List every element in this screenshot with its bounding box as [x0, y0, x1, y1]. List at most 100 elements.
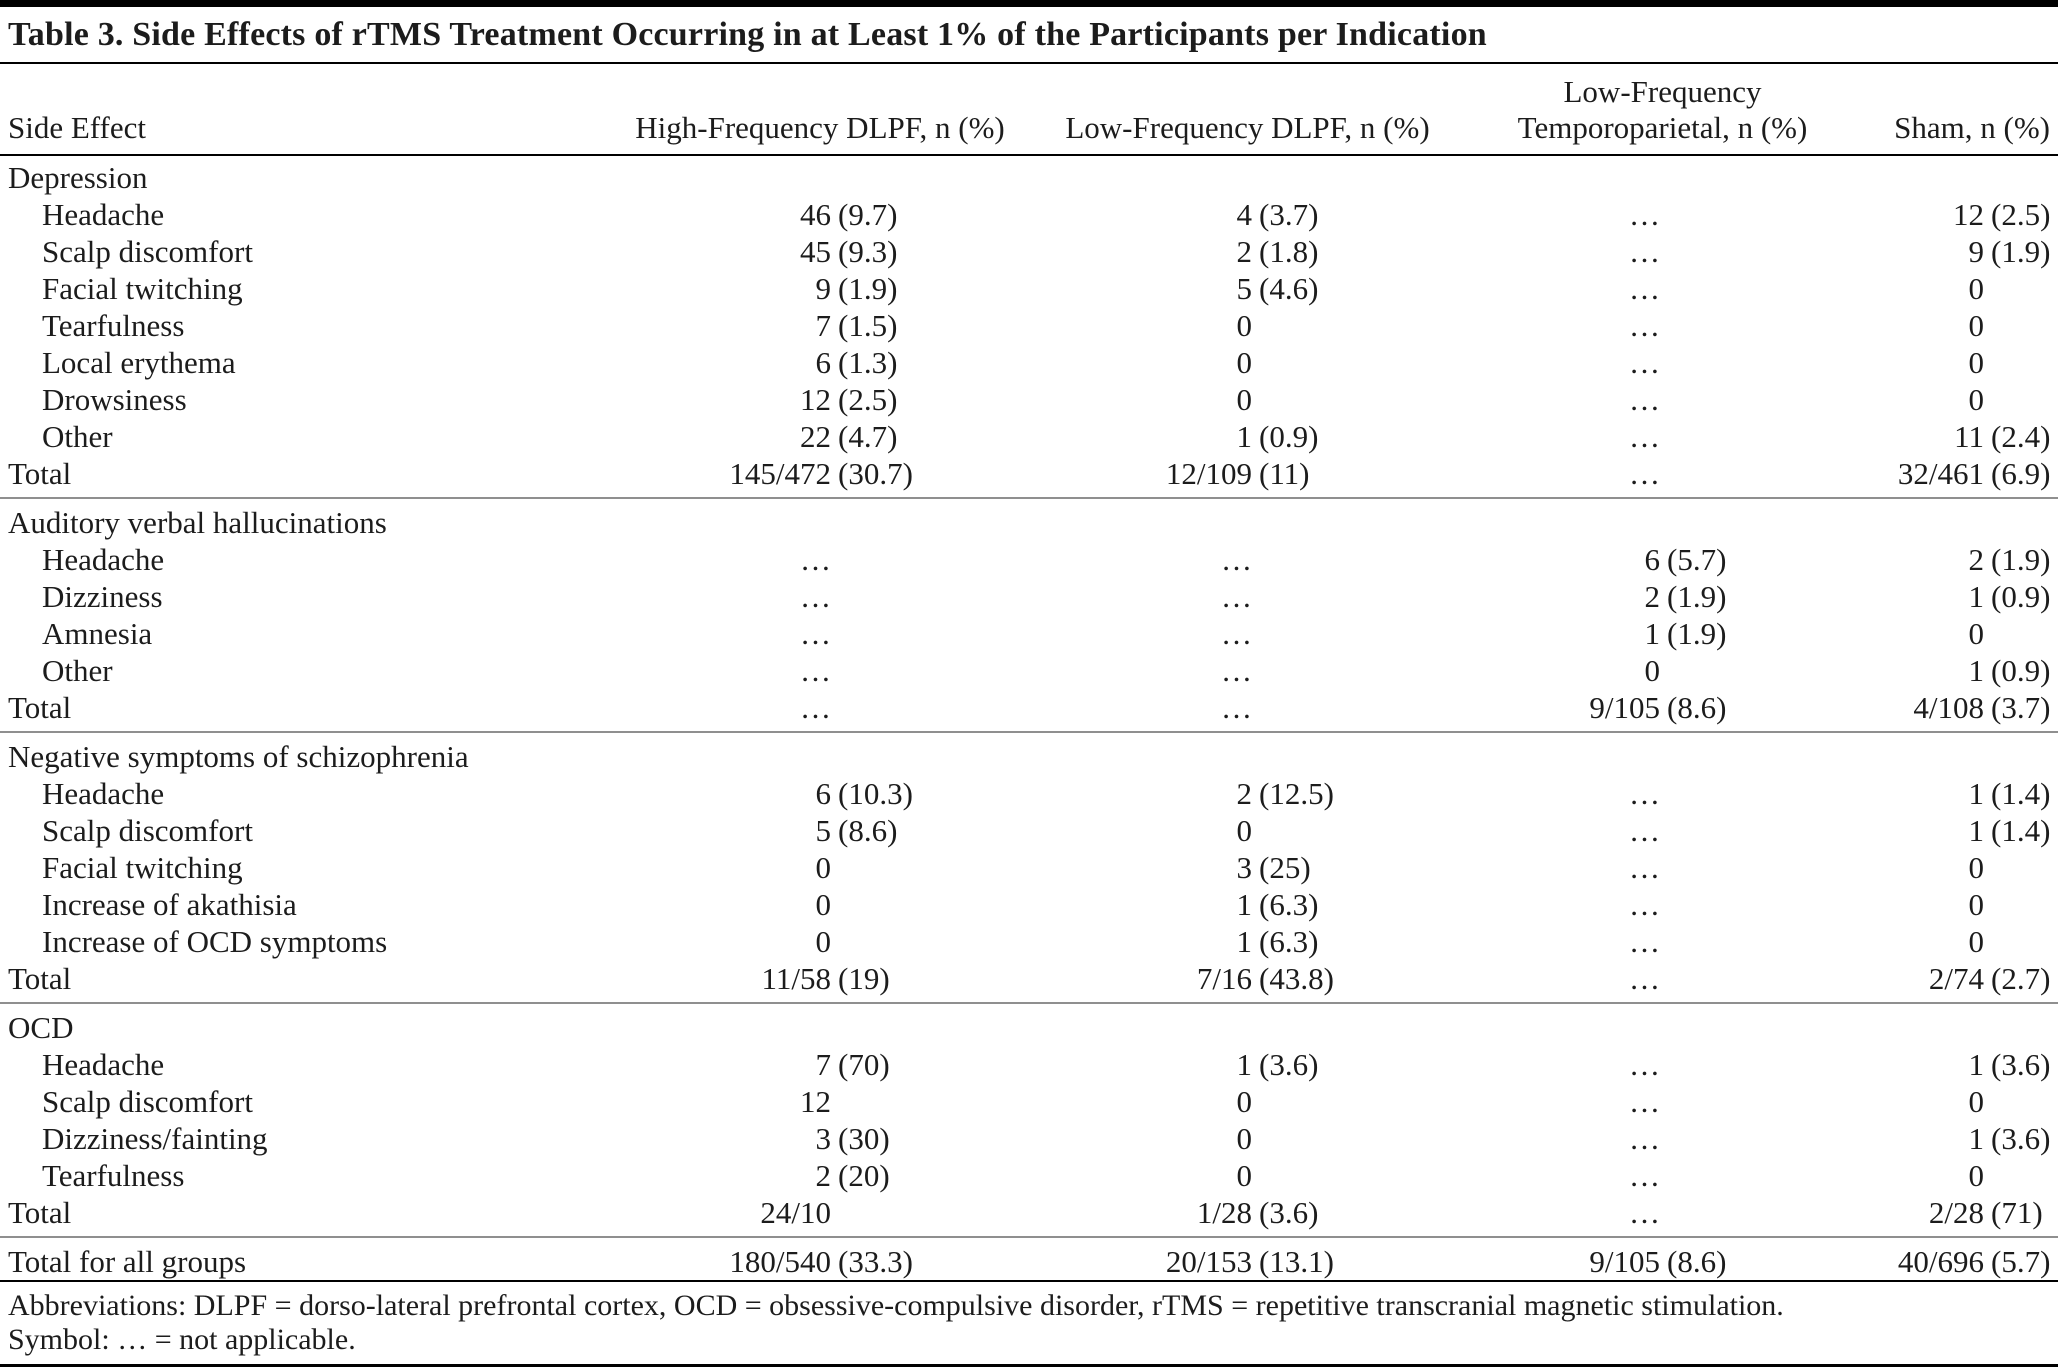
cell-count: 0	[1236, 1158, 1253, 1193]
table-cell: 180/540 (33.3)	[505, 1243, 923, 1280]
table-cell: 0	[923, 381, 1338, 418]
cell-percent: (11)	[1259, 456, 1310, 491]
section-divider-rule	[0, 1002, 2058, 1004]
table-cell: …	[1338, 1046, 1750, 1083]
col-header-high-frequency-dlpf: High-Frequency DLPF, n (%)	[635, 110, 1005, 145]
cell-percent: (3.6)	[1991, 1047, 2051, 1082]
table-cell: 12	[505, 1083, 923, 1120]
cell-percent: (6.3)	[1259, 887, 1319, 922]
table-cell: 0	[923, 307, 1338, 344]
section-divider-rule	[0, 731, 2058, 733]
table-cell: 9/105 (8.6)	[1338, 689, 1750, 726]
cell-count: 0	[1968, 1084, 1985, 1119]
cell-count: 1	[1968, 813, 1985, 848]
table-cell: 2 (20)	[505, 1157, 923, 1194]
section-total-row: Total…… 9/105 (8.6) 4/108 (3.7)	[0, 689, 2058, 726]
cell-count: 1	[1236, 419, 1253, 454]
cell-percent	[1252, 381, 1338, 418]
cell-count: 0	[1968, 345, 1985, 380]
footnote-abbreviations: Abbreviations: DLPF = dorso-lateral pref…	[8, 1289, 1784, 1322]
table-cell: …	[1338, 1194, 1750, 1231]
cell-percent: (6.9)	[1991, 456, 2051, 491]
table-cell: …	[1338, 196, 1750, 233]
col-header-side-effect: Side Effect	[8, 110, 147, 145]
cell-count: 0	[1236, 382, 1253, 417]
row-label: Scalp discomfort	[42, 234, 253, 269]
row-label: Total	[8, 690, 72, 725]
cell-percent: (1.8)	[1259, 234, 1319, 269]
cell-percent	[831, 886, 923, 923]
table-row: Scalp discomfort 45 (9.3) 2 (1.8)… 9 (1.9)	[0, 233, 2058, 270]
column-header-row: Side Effect High-Frequency DLPF, n (%) L…	[0, 64, 2058, 154]
table-cell: 0	[923, 1120, 1338, 1157]
table-cell: …	[1338, 344, 1750, 381]
cell-percent: (2.7)	[1991, 961, 2051, 996]
cell-percent: (2.5)	[838, 382, 898, 417]
cell-count: 0	[1968, 382, 1985, 417]
table-cell: 1 (3.6)	[1750, 1120, 2051, 1157]
cell-percent: (9.7)	[838, 197, 898, 232]
cell-count: …	[1629, 1158, 1660, 1193]
cell-percent: (4.7)	[838, 419, 898, 454]
header-rule	[0, 154, 2058, 156]
table-cell: 2 (1.8)	[923, 233, 1338, 270]
cell-percent	[1660, 344, 1750, 381]
cell-percent	[1660, 1194, 1750, 1231]
table-cell: 9 (1.9)	[505, 270, 923, 307]
row-label: Tearfulness	[42, 1158, 185, 1193]
row-label: Total	[8, 961, 72, 996]
cell-percent	[1252, 812, 1338, 849]
table-row: Scalp discomfort 12 0 … 0	[0, 1083, 2058, 1120]
cell-count: …	[800, 690, 831, 725]
cell-percent: (5.7)	[1667, 542, 1727, 577]
col-header-temporoparietal-line2: Temporoparietal, n (%)	[1517, 110, 1808, 145]
cell-count: …	[1629, 1084, 1660, 1119]
section-header-row: Depression	[8, 160, 148, 195]
section-header-row: OCD	[8, 1010, 74, 1045]
table-row: Dizziness…… 2 (1.9) 1 (0.9)	[0, 578, 2058, 615]
cell-percent: (2.5)	[1991, 197, 2051, 232]
section-total-row: Total 24/10 1/28 (3.6) … 2/28 (71)	[0, 1194, 2058, 1231]
col-header-low-frequency-temporoparietal: Low-Frequency Temporoparietal, n (%)	[1455, 74, 1870, 146]
cell-count: 7	[815, 1047, 832, 1082]
table-cell: 5 (4.6)	[923, 270, 1338, 307]
cell-count: 0	[1968, 1158, 1985, 1193]
cell-count: 1	[1968, 653, 1985, 688]
table-row: Other … … 0 1 (0.9)	[0, 652, 2058, 689]
table-cell: 0	[1750, 270, 2050, 307]
cell-count: 12/109	[1165, 456, 1252, 491]
table-cell: 0	[1750, 615, 2050, 652]
cell-count: 24/10	[760, 1195, 831, 1230]
cell-percent	[1660, 1157, 1750, 1194]
table-cell: 0	[923, 1083, 1338, 1120]
cell-percent: (12.5)	[1259, 776, 1334, 811]
table-cell: …	[1338, 923, 1750, 960]
table-cell: 2 (12.5)	[923, 775, 1338, 812]
row-label: Other	[42, 419, 113, 454]
table-cell: 0	[1750, 307, 2050, 344]
cell-count: 1	[1236, 1047, 1253, 1082]
table-cell: 11 (2.4)	[1750, 418, 2050, 455]
cell-count: 0	[1236, 813, 1253, 848]
cell-count: …	[1629, 776, 1660, 811]
row-label: Total	[8, 456, 72, 491]
cell-percent: (9.3)	[838, 234, 898, 269]
cell-count: 7	[815, 308, 832, 343]
table-title: Table 3. Side Effects of rTMS Treatment …	[8, 16, 1487, 53]
table-cell: 1 (3.6)	[923, 1046, 1338, 1083]
cell-percent: (8.6)	[1667, 690, 1727, 725]
section-header-row: Negative symptoms of schizophrenia	[8, 739, 469, 774]
cell-percent: (3.7)	[1259, 197, 1319, 232]
cell-count: 11/58	[761, 961, 831, 996]
cell-count: 9/105	[1589, 690, 1660, 725]
table-cell: 2 (1.9)	[1750, 541, 2051, 578]
cell-percent	[1252, 1157, 1338, 1194]
cell-count: …	[1629, 382, 1660, 417]
cell-count: 3	[1236, 850, 1253, 885]
table-cell: …	[1338, 812, 1750, 849]
table-cell: 0	[1750, 849, 2050, 886]
table-cell: …	[1338, 960, 1750, 997]
table-cell: 9 (1.9)	[1750, 233, 2051, 270]
cell-count: …	[1629, 850, 1660, 885]
table-cell: …	[923, 689, 1338, 726]
